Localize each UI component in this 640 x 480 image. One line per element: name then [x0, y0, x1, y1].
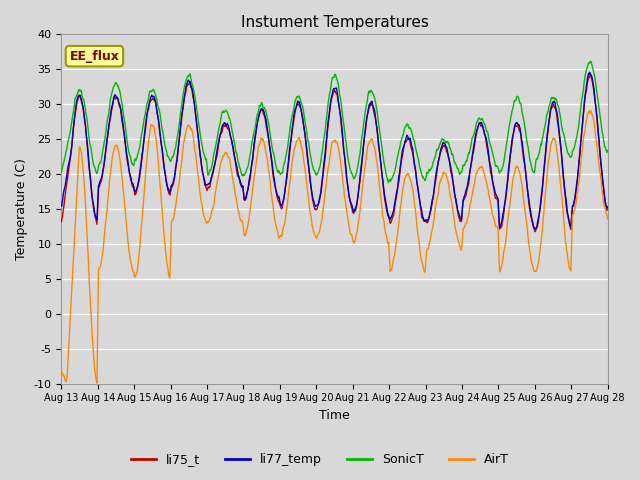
X-axis label: Time: Time [319, 409, 350, 422]
Text: EE_flux: EE_flux [70, 49, 119, 63]
Title: Instument Temperatures: Instument Temperatures [241, 15, 428, 30]
Y-axis label: Temperature (C): Temperature (C) [15, 158, 28, 260]
Legend: li75_t, li77_temp, SonicT, AirT: li75_t, li77_temp, SonicT, AirT [126, 448, 514, 471]
